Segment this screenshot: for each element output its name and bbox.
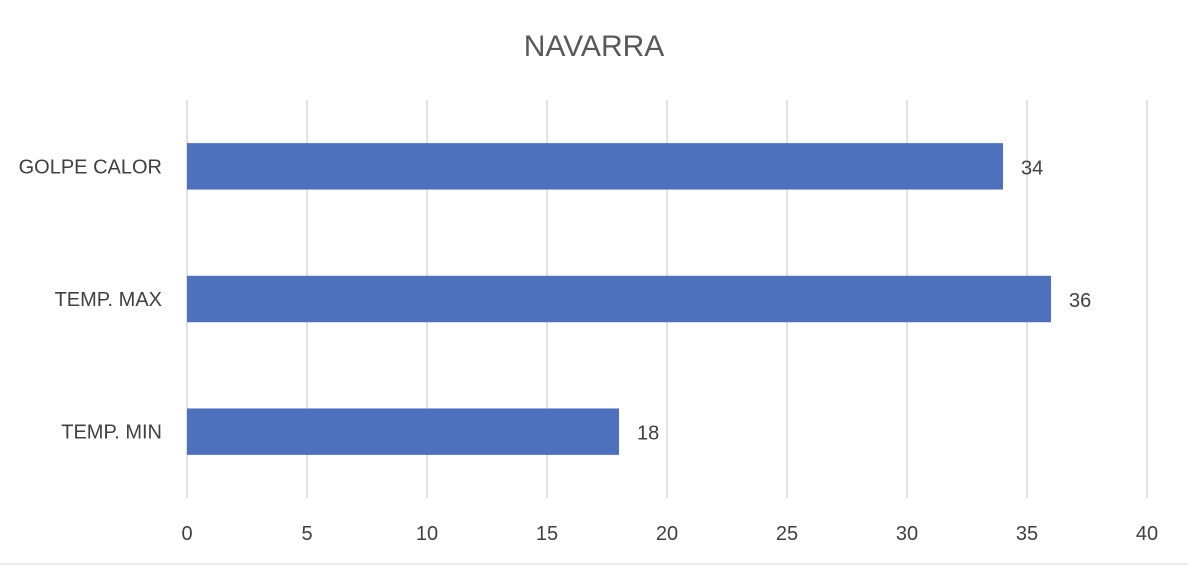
category-label: TEMP. MIN	[61, 422, 162, 444]
data-labels: 34 36 18	[637, 157, 1091, 444]
data-label: 34	[1021, 157, 1043, 179]
data-label: 18	[637, 423, 659, 445]
x-tick-label: 40	[1136, 523, 1158, 545]
x-tick-label: 30	[896, 523, 918, 545]
x-tick-label: 5	[301, 523, 312, 545]
x-tick-label: 15	[536, 523, 558, 545]
bar	[187, 408, 619, 455]
bars	[187, 143, 1051, 455]
category-label: TEMP. MAX	[55, 289, 162, 311]
x-tick-label: 10	[416, 523, 438, 545]
x-tick-label: 25	[776, 523, 798, 545]
x-tick-label: 0	[181, 523, 192, 545]
x-axis-tick-labels: 0 5 10 15 20 25 30 35 40	[181, 523, 1158, 545]
data-label: 36	[1069, 290, 1091, 312]
bar	[187, 275, 1051, 323]
x-tick-label: 20	[656, 523, 678, 545]
bar	[187, 143, 1003, 190]
chart-title: NAVARRA	[524, 30, 665, 63]
x-tick-label: 35	[1016, 523, 1038, 545]
category-labels: GOLPE CALOR TEMP. MAX TEMP. MIN	[19, 156, 162, 443]
category-label: GOLPE CALOR	[19, 156, 162, 178]
